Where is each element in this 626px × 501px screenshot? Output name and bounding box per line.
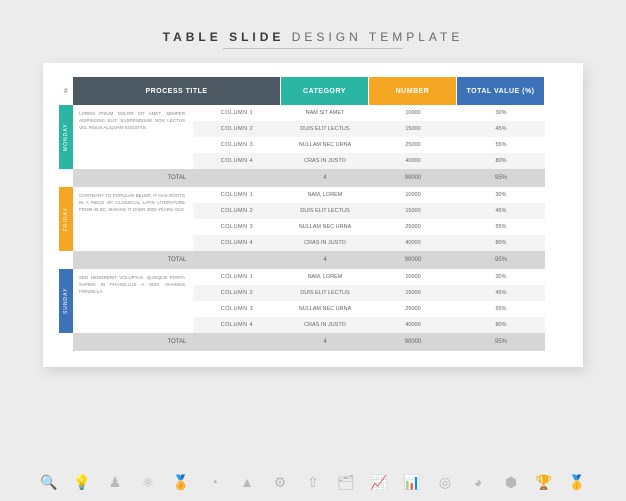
guard-icon: ⬢ xyxy=(504,475,518,489)
table-cell: NAM SIT AMET xyxy=(281,105,369,121)
table-cell: 80% xyxy=(457,153,545,169)
table-cell: COLUMN 3 xyxy=(193,137,281,153)
table-cell: NAM, LOREM xyxy=(281,187,369,203)
table-cell: 45% xyxy=(457,285,545,301)
spacer xyxy=(59,251,73,269)
gear-icon: ⚙ xyxy=(273,475,287,489)
table-cell: 10000 xyxy=(369,269,457,285)
section-desc: CONTRARY TO POPULAR BELIEF, IT HAS ROOTS… xyxy=(73,187,193,251)
table-cell: 40000 xyxy=(369,317,457,333)
table-cell: 30% xyxy=(457,269,545,285)
table-cell: 40000 xyxy=(369,235,457,251)
table-cell: 15000 xyxy=(369,285,457,301)
table-cell: COLUMN 4 xyxy=(193,153,281,169)
spacer xyxy=(59,169,73,187)
table-cell: COLUMN 3 xyxy=(193,301,281,317)
table-cell: 15000 xyxy=(369,121,457,137)
pie-icon: ◔ xyxy=(207,475,221,489)
table-cell: DUIS ELIT LECTUS xyxy=(281,285,369,301)
table-cell: 15000 xyxy=(369,203,457,219)
table-cell: 55% xyxy=(457,137,545,153)
table-cell: 45% xyxy=(457,203,545,219)
total-cell: 95% xyxy=(457,333,545,351)
total-cell: 4 xyxy=(281,251,369,269)
table-cell: 80% xyxy=(457,317,545,333)
table-cell: 30% xyxy=(457,187,545,203)
icon-row: 🔍 💡 ♟ ⚛ 🏅 ◔ ▲ ⚙ ⇧ 🗂 📈 📊 ◎ ◕ ⬢ 🏆 🥇 xyxy=(0,475,626,489)
total-label: TOTAL xyxy=(73,169,281,187)
bars-icon: 📊 xyxy=(405,475,419,489)
lightbulb-icon: 💡 xyxy=(75,475,89,489)
table-cell: 25000 xyxy=(369,137,457,153)
medal-icon: 🏅 xyxy=(174,475,188,489)
folder-icon: 🗂 xyxy=(339,475,353,489)
target-icon: ◎ xyxy=(438,475,452,489)
network-icon: ⚛ xyxy=(141,475,155,489)
table-cell: COLUMN 4 xyxy=(193,235,281,251)
trophy-icon: 🏆 xyxy=(537,475,551,489)
title-bold: TABLE SLIDE xyxy=(163,30,285,44)
cone-icon: ▲ xyxy=(240,475,254,489)
table-cell: COLUMN 2 xyxy=(193,203,281,219)
arrow-up-icon: ⇧ xyxy=(306,475,320,489)
section-desc: LOREM IPSUM DOLOR SIT AMET, SEMPER ADIPI… xyxy=(73,105,193,169)
table-cell: COLUMN 4 xyxy=(193,317,281,333)
table-cell: 10000 xyxy=(369,187,457,203)
table-cell: COLUMN 1 xyxy=(193,105,281,121)
table-cell: 25000 xyxy=(369,219,457,235)
section-desc: SED HENDRERIT VOLUPTAS. QUISQUE PORTA SA… xyxy=(73,269,193,333)
data-table: # PROCESS TITLE CATEGORY NUMBER TOTAL VA… xyxy=(59,77,567,351)
table-cell: 80% xyxy=(457,235,545,251)
table-cell: 45% xyxy=(457,121,545,137)
table-cell: COLUMN 1 xyxy=(193,269,281,285)
total-label: TOTAL xyxy=(73,333,281,351)
header-hash: # xyxy=(59,77,73,105)
total-cell: 4 xyxy=(281,333,369,351)
table-cell: COLUMN 1 xyxy=(193,187,281,203)
table-cell: 55% xyxy=(457,301,545,317)
spacer xyxy=(59,333,73,351)
table-cell: DUIS ELIT LECTUS xyxy=(281,203,369,219)
magnifier-icon: 🔍 xyxy=(42,475,56,489)
total-cell: 95% xyxy=(457,169,545,187)
header-number: NUMBER xyxy=(369,77,457,105)
table-cell: COLUMN 2 xyxy=(193,285,281,301)
table-cell: COLUMN 3 xyxy=(193,219,281,235)
header-category: CATEGORY xyxy=(281,77,369,105)
table-cell: NULLAM NEC URNA xyxy=(281,219,369,235)
header-total: TOTAL VALUE (%) xyxy=(457,77,545,105)
total-cell: 4 xyxy=(281,169,369,187)
total-cell: 90000 xyxy=(369,169,457,187)
table-cell: 30% xyxy=(457,105,545,121)
header-process: PROCESS TITLE xyxy=(73,77,281,105)
title-light: DESIGN TEMPLATE xyxy=(292,30,464,44)
day-tab: SUNDAY xyxy=(59,269,73,333)
table-cell: CRAS IN JUSTO xyxy=(281,153,369,169)
table-cell: NULLAM NEC URNA xyxy=(281,301,369,317)
page-title: TABLE SLIDE DESIGN TEMPLATE xyxy=(163,30,464,44)
total-cell: 90000 xyxy=(369,251,457,269)
table-cell: NAM, LOREM xyxy=(281,269,369,285)
day-tab: FRIDAY xyxy=(59,187,73,251)
table-cell: 25000 xyxy=(369,301,457,317)
table-cell: NULLAM NEC URNA xyxy=(281,137,369,153)
total-cell: 95% xyxy=(457,251,545,269)
total-cell: 90000 xyxy=(369,333,457,351)
pie2-icon: ◕ xyxy=(471,475,485,489)
table-cell: CRAS IN JUSTO xyxy=(281,235,369,251)
table-cell: 10000 xyxy=(369,105,457,121)
table-card: # PROCESS TITLE CATEGORY NUMBER TOTAL VA… xyxy=(43,63,583,367)
table-cell: 40000 xyxy=(369,153,457,169)
table-cell: CRAS IN JUSTO xyxy=(281,317,369,333)
medal2-icon: 🥇 xyxy=(570,475,584,489)
table-cell: 55% xyxy=(457,219,545,235)
bars-up-icon: 📈 xyxy=(372,475,386,489)
table-cell: COLUMN 2 xyxy=(193,121,281,137)
table-cell: DUIS ELIT LECTUS xyxy=(281,121,369,137)
day-tab: MONDAY xyxy=(59,105,73,169)
pawn-icon: ♟ xyxy=(108,475,122,489)
total-label: TOTAL xyxy=(73,251,281,269)
title-underline xyxy=(223,48,403,49)
